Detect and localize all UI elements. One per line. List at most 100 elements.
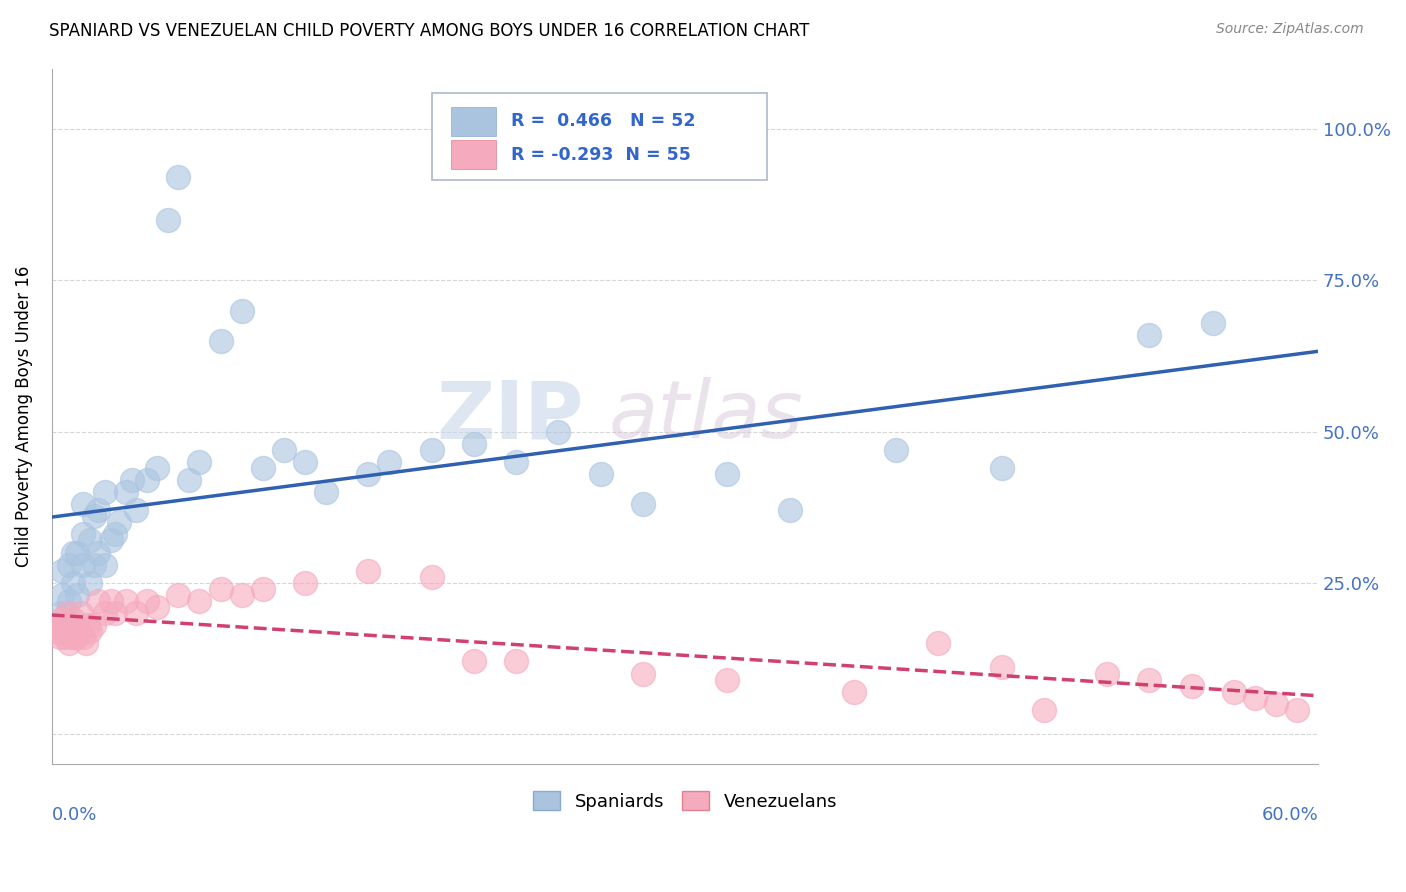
Point	[83, 618, 105, 632]
Text: ZIP: ZIP	[436, 377, 583, 456]
Point	[231, 303, 253, 318]
Point	[51, 606, 73, 620]
Point	[62, 575, 84, 590]
Point	[294, 575, 316, 590]
Point	[72, 497, 94, 511]
Point	[72, 630, 94, 644]
Point	[420, 570, 443, 584]
Point	[63, 630, 86, 644]
Point	[87, 503, 110, 517]
Point	[114, 594, 136, 608]
Point	[420, 442, 443, 457]
Point	[59, 618, 82, 632]
Point	[135, 473, 157, 487]
Point	[93, 485, 115, 500]
Point	[100, 533, 122, 548]
Point	[55, 624, 77, 639]
Text: SPANIARD VS VENEZUELAN CHILD POVERTY AMONG BOYS UNDER 16 CORRELATION CHART: SPANIARD VS VENEZUELAN CHILD POVERTY AMO…	[49, 22, 810, 40]
Point	[55, 606, 77, 620]
Point	[72, 527, 94, 541]
Point	[53, 630, 76, 644]
Point	[79, 624, 101, 639]
Point	[121, 473, 143, 487]
Point	[45, 624, 67, 639]
Point	[505, 455, 527, 469]
Point	[87, 594, 110, 608]
Point	[252, 460, 274, 475]
Point	[100, 594, 122, 608]
Point	[49, 630, 72, 644]
Point	[93, 558, 115, 572]
Point	[79, 533, 101, 548]
Point	[188, 594, 211, 608]
Point	[156, 212, 179, 227]
Point	[66, 545, 89, 559]
Point	[67, 624, 90, 639]
Point	[76, 618, 98, 632]
Point	[51, 624, 73, 639]
Point	[1180, 679, 1202, 693]
Point	[51, 588, 73, 602]
Point	[66, 588, 89, 602]
Text: atlas: atlas	[609, 377, 804, 456]
Point	[135, 594, 157, 608]
Point	[716, 673, 738, 687]
Point	[927, 636, 949, 650]
Point	[1222, 684, 1244, 698]
Point	[1137, 673, 1160, 687]
Point	[46, 618, 69, 632]
Point	[58, 624, 80, 639]
Point	[70, 606, 93, 620]
Point	[505, 655, 527, 669]
Point	[104, 527, 127, 541]
Point	[631, 497, 654, 511]
Point	[463, 655, 485, 669]
Text: 0.0%: 0.0%	[52, 806, 97, 824]
Point	[209, 334, 232, 348]
FancyBboxPatch shape	[451, 140, 496, 169]
Point	[209, 582, 232, 596]
Point	[72, 558, 94, 572]
Point	[357, 467, 380, 481]
Point	[884, 442, 907, 457]
Point	[58, 594, 80, 608]
Text: Source: ZipAtlas.com: Source: ZipAtlas.com	[1216, 22, 1364, 37]
Point	[294, 455, 316, 469]
Point	[125, 503, 148, 517]
Point	[842, 684, 865, 698]
Point	[167, 588, 190, 602]
Point	[87, 545, 110, 559]
Point	[51, 612, 73, 626]
Point	[188, 455, 211, 469]
Point	[93, 606, 115, 620]
Point	[631, 666, 654, 681]
Point	[83, 558, 105, 572]
Point	[378, 455, 401, 469]
Point	[779, 503, 801, 517]
Point	[53, 618, 76, 632]
Point	[177, 473, 200, 487]
Point	[1032, 703, 1054, 717]
Point	[1095, 666, 1118, 681]
Point	[83, 509, 105, 524]
Y-axis label: Child Poverty Among Boys Under 16: Child Poverty Among Boys Under 16	[15, 266, 32, 567]
Point	[62, 545, 84, 559]
Point	[1137, 327, 1160, 342]
Point	[589, 467, 612, 481]
Point	[146, 460, 169, 475]
Point	[1243, 690, 1265, 705]
Point	[273, 442, 295, 457]
Point	[231, 588, 253, 602]
Text: R =  0.466   N = 52: R = 0.466 N = 52	[512, 112, 696, 130]
Point	[1201, 316, 1223, 330]
Point	[79, 575, 101, 590]
Point	[990, 460, 1012, 475]
Point	[51, 564, 73, 578]
Point	[66, 630, 89, 644]
Point	[125, 606, 148, 620]
Point	[463, 436, 485, 450]
FancyBboxPatch shape	[432, 93, 768, 180]
Point	[108, 516, 131, 530]
Point	[167, 170, 190, 185]
Point	[75, 636, 97, 650]
